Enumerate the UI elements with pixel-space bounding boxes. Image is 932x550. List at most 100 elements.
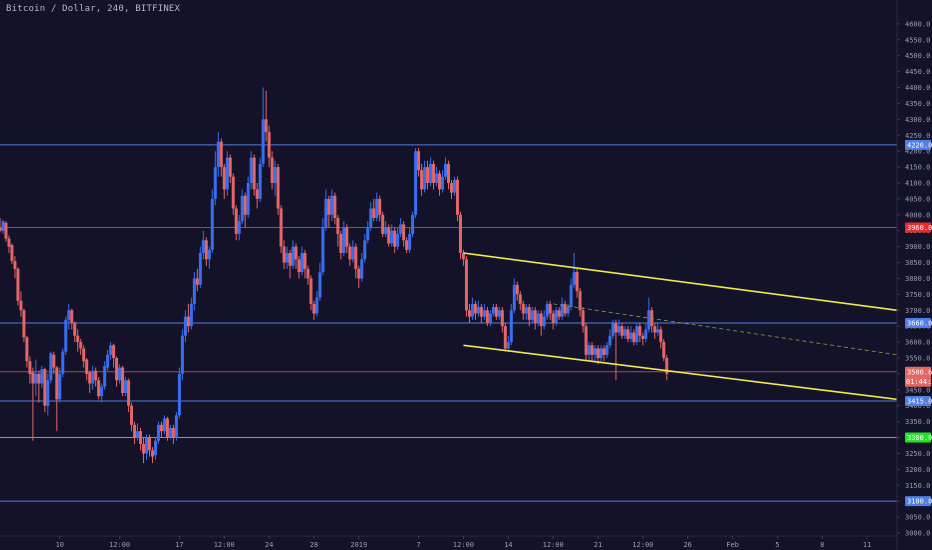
candle-body (482, 310, 486, 317)
y-tick-label: 3250.0 (905, 450, 930, 458)
candle-body (37, 373, 41, 384)
candle (653, 323, 657, 339)
candle (539, 310, 543, 336)
candle-body (512, 284, 516, 311)
candle-body (273, 167, 277, 183)
candle (330, 189, 334, 222)
time-axis[interactable]: 10 12:00 17 12:00 24 28 2019 7 12:00 14 12:00 21 12:… (56, 536, 872, 549)
candle (70, 308, 74, 330)
candle-body (590, 345, 594, 355)
candle-body (177, 373, 181, 416)
candle (1, 219, 5, 234)
candle-body (402, 224, 406, 241)
candle-body (168, 428, 172, 438)
candle (177, 367, 181, 419)
candle-body (473, 303, 477, 314)
candle (518, 291, 522, 311)
candle-body (336, 218, 340, 234)
candle-body (297, 259, 301, 273)
candle (46, 373, 50, 416)
candle-body (327, 198, 331, 215)
candle-body (70, 310, 74, 323)
candle-body (186, 316, 190, 327)
candle (136, 423, 140, 441)
candle-body (435, 173, 439, 183)
candle (575, 268, 579, 298)
candle (426, 160, 430, 190)
candle-body (150, 450, 154, 457)
y-tick-label: 3900.0 (905, 243, 930, 251)
candle (148, 434, 151, 457)
candle (447, 160, 450, 190)
candle-body (476, 307, 480, 314)
candle-body (324, 198, 328, 228)
channel-upper-line (463, 252, 898, 312)
level-price-label: 3300.0 (907, 434, 932, 442)
candle (396, 227, 400, 250)
candle-body (408, 233, 412, 250)
candle (521, 300, 525, 320)
x-tick-label: 2019 (350, 541, 367, 549)
candle-body (659, 329, 663, 343)
candle-body (608, 335, 612, 346)
candle-body (617, 326, 621, 333)
candle (207, 246, 211, 269)
candle (49, 351, 53, 384)
candle-body (369, 208, 373, 228)
candle-body (28, 361, 32, 374)
candle-body (115, 358, 119, 381)
candle (623, 326, 627, 339)
candle (464, 256, 468, 317)
candle-body (629, 332, 633, 339)
candle-body (521, 303, 525, 314)
candle (629, 326, 633, 343)
y-tick-label: 3800.0 (905, 275, 930, 283)
candle-body (315, 297, 319, 314)
candle (0, 218, 2, 233)
candle (34, 359, 38, 397)
candle (315, 291, 319, 317)
candle (258, 157, 262, 203)
candle (530, 307, 534, 323)
level-price-tag (905, 496, 931, 507)
y-tick-label: 3200.0 (905, 466, 930, 474)
candle (91, 365, 95, 390)
candle (384, 221, 388, 238)
candle (127, 378, 131, 413)
candle-body (303, 253, 307, 269)
candle (324, 189, 328, 231)
candle (339, 230, 343, 260)
x-tick-label: 12:00 (543, 541, 564, 549)
candle (121, 365, 125, 397)
candle-body (16, 268, 20, 301)
candle (204, 237, 208, 266)
candle-body (491, 307, 495, 314)
candle (55, 365, 59, 432)
candle-body (88, 372, 92, 384)
candle (124, 377, 128, 397)
candle-body (195, 278, 199, 285)
candle (234, 205, 238, 241)
candle-body (97, 380, 101, 397)
candle (527, 303, 531, 327)
candle (417, 148, 421, 177)
candle (524, 303, 528, 320)
candle-body (351, 246, 355, 260)
candle-body (267, 132, 271, 158)
levels-layer (0, 144, 897, 502)
candle-body (596, 348, 600, 358)
candle-body (180, 335, 184, 374)
candle-body (342, 227, 346, 253)
candle-body (300, 253, 304, 273)
candle (503, 323, 507, 352)
candle-body (566, 307, 570, 314)
candle (569, 278, 573, 311)
candle-body (432, 163, 436, 183)
candle-body (55, 367, 59, 400)
candle (249, 151, 253, 190)
candle-body (25, 337, 29, 362)
candle (488, 310, 492, 327)
candle-body (67, 310, 71, 320)
candle-body (73, 323, 77, 336)
